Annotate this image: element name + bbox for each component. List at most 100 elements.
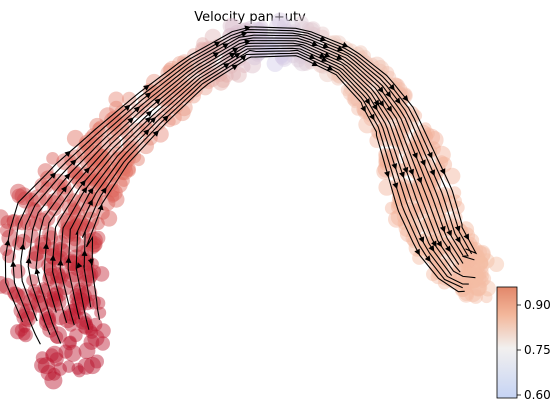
scatter-point bbox=[108, 191, 125, 208]
scatter-point bbox=[358, 115, 377, 134]
colorbar-tick-label: 0.75 bbox=[524, 343, 551, 357]
scatter-point bbox=[68, 166, 81, 179]
velocity-arrowhead bbox=[144, 116, 152, 123]
scatter-point bbox=[475, 256, 489, 270]
scatter-point bbox=[469, 249, 486, 266]
scatter-point bbox=[475, 265, 489, 279]
velocity-arrowhead bbox=[87, 258, 94, 266]
scatter-point bbox=[23, 228, 39, 244]
scatter-point bbox=[243, 55, 262, 74]
scatter-point bbox=[83, 356, 101, 375]
scatter-point bbox=[470, 279, 488, 297]
colorbar-gradient bbox=[496, 286, 518, 399]
velocity-arrowhead bbox=[65, 256, 72, 263]
scatter-point bbox=[164, 108, 182, 126]
scatter-point bbox=[425, 131, 444, 149]
scatter-point bbox=[363, 88, 377, 102]
scatter-point bbox=[351, 102, 365, 116]
scatter-point bbox=[473, 246, 491, 264]
velocity-arrowhead bbox=[240, 31, 248, 38]
scatter-point bbox=[62, 336, 77, 351]
scatter-point bbox=[112, 146, 125, 159]
streamline bbox=[67, 47, 453, 320]
scatter-point bbox=[470, 254, 488, 273]
scatter-point bbox=[370, 71, 388, 89]
velocity-arrowhead bbox=[364, 98, 370, 105]
velocity-arrowhead bbox=[431, 240, 437, 248]
velocity-arrowhead bbox=[322, 42, 330, 49]
scatter-point bbox=[68, 149, 83, 164]
scatter-point bbox=[49, 286, 64, 301]
scatter-point bbox=[57, 279, 74, 296]
scatter-point bbox=[408, 216, 426, 234]
scatter-point bbox=[55, 271, 68, 285]
scatter-point bbox=[95, 323, 111, 339]
scatter-point bbox=[299, 35, 315, 50]
scatter-point bbox=[69, 260, 85, 276]
scatter-point bbox=[107, 114, 121, 129]
scatter-point bbox=[294, 15, 309, 30]
scatter-point bbox=[26, 274, 39, 287]
streamline bbox=[85, 55, 465, 320]
velocity-arrowhead bbox=[133, 106, 141, 113]
scatter-point bbox=[87, 264, 102, 279]
scatter-point bbox=[460, 259, 475, 274]
scatter-point bbox=[471, 271, 487, 286]
scatter-point bbox=[132, 153, 145, 167]
scatter-point bbox=[379, 156, 392, 169]
scatter-point bbox=[9, 183, 27, 201]
scatter-point bbox=[462, 262, 478, 278]
velocity-arrowhead bbox=[336, 54, 343, 60]
scatter-point bbox=[120, 114, 134, 128]
scatter-point bbox=[426, 267, 440, 282]
scatter-point bbox=[85, 231, 103, 250]
velocity-arrowhead bbox=[326, 65, 334, 71]
scatter-point bbox=[30, 295, 49, 313]
velocity-arrowhead bbox=[454, 225, 461, 233]
scatter-point bbox=[72, 284, 88, 300]
scatter-point bbox=[88, 317, 103, 332]
scatter-point bbox=[57, 180, 72, 195]
scatter-point bbox=[40, 364, 57, 381]
scatter-point bbox=[46, 152, 59, 165]
velocity-arrowhead bbox=[323, 51, 331, 58]
scatter-point bbox=[250, 21, 265, 36]
scatter-point bbox=[106, 184, 120, 198]
scatter-point bbox=[64, 344, 82, 362]
scatter-point bbox=[413, 186, 430, 202]
scatter-point bbox=[69, 217, 84, 232]
scatter-point bbox=[400, 188, 417, 205]
scatter-point bbox=[64, 318, 78, 332]
scatter-point bbox=[14, 187, 33, 206]
scatter-point bbox=[74, 193, 93, 212]
scatter-point bbox=[55, 267, 71, 282]
scatter-point bbox=[461, 258, 474, 271]
scatter-point bbox=[390, 208, 409, 227]
scatter-point bbox=[305, 21, 321, 37]
scatter-point bbox=[465, 271, 482, 288]
scatter-point bbox=[188, 78, 201, 92]
scatter-point bbox=[17, 327, 31, 341]
scatter-point bbox=[92, 296, 106, 310]
scatter-point bbox=[52, 308, 69, 326]
scatter-point bbox=[247, 33, 261, 46]
scatter-point bbox=[459, 251, 477, 269]
scatter-point bbox=[120, 126, 134, 140]
scatter-point bbox=[28, 189, 47, 208]
velocity-arrowhead bbox=[378, 100, 384, 107]
velocity-arrowhead bbox=[222, 43, 229, 49]
velocity-arrowhead bbox=[446, 229, 452, 237]
velocity-arrowhead bbox=[391, 163, 398, 170]
scatter-point bbox=[28, 216, 44, 232]
scatter-point bbox=[426, 219, 441, 233]
scatter-point bbox=[298, 56, 313, 71]
scatter-point bbox=[29, 286, 42, 300]
velocity-arrowhead bbox=[100, 187, 107, 194]
scatter-point bbox=[69, 292, 83, 306]
scatter-point bbox=[106, 190, 120, 203]
scatter-point bbox=[47, 367, 61, 381]
scatter-point bbox=[50, 330, 64, 344]
scatter-point bbox=[343, 81, 359, 96]
streamline bbox=[81, 52, 463, 308]
scatter-point bbox=[349, 53, 368, 72]
